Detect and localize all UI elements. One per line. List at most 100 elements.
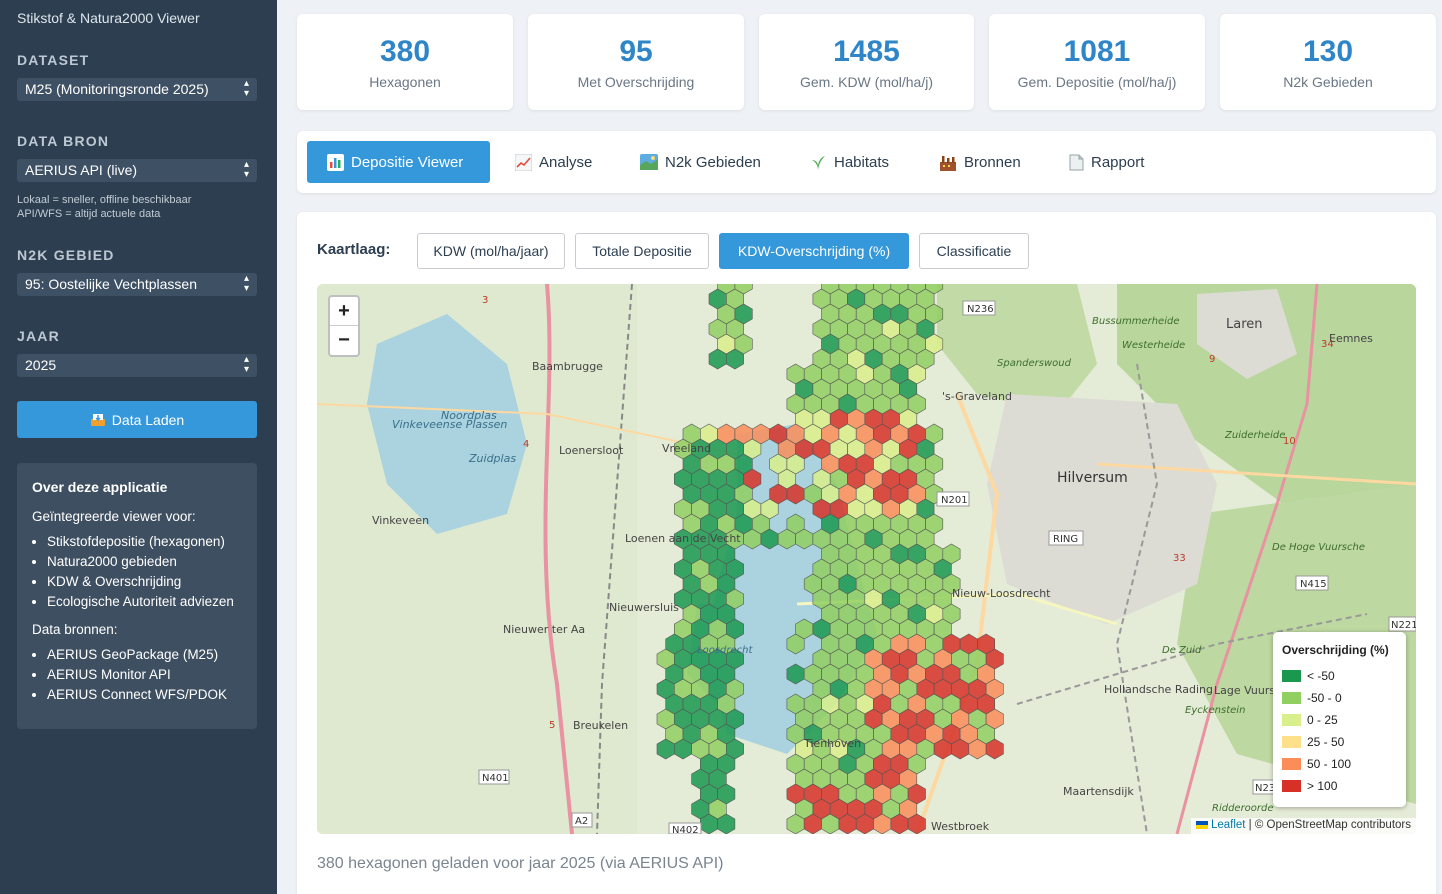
map-icon [640, 154, 658, 170]
legend-swatch [1282, 758, 1301, 770]
highway-a2 [543, 284, 574, 834]
map-canvas[interactable]: Laren Eemnes Hilversum Baambrugge Loener… [317, 284, 1416, 834]
stat-value: 130 [1302, 35, 1354, 68]
about-intro: Geïntegreerde viewer voor: [32, 509, 196, 524]
stat-label: Gem. Depositie (mol/ha/j) [1017, 74, 1177, 90]
year-label: JAAR [17, 328, 60, 344]
layer-button-classification[interactable]: Classificatie [919, 233, 1029, 269]
place-label: Maartensdijk [1063, 785, 1134, 798]
road-label: N236 [967, 304, 994, 315]
legend-row: > 100 [1282, 775, 1397, 797]
legend-row: < -50 [1282, 665, 1397, 687]
legend-swatch [1282, 736, 1301, 748]
road-shield: N401 [478, 769, 510, 785]
hexagon-cell[interactable] [726, 348, 744, 370]
legend-row: 0 - 25 [1282, 709, 1397, 731]
zoom-in-button[interactable]: + [330, 297, 358, 326]
n2k-area-select-value: 95: Oostelijke Vechtplassen [25, 276, 197, 292]
road-label: RING [1053, 534, 1078, 545]
place-label: Nieuwersluis [609, 601, 679, 614]
legend-row: 50 - 100 [1282, 753, 1397, 775]
map-legend: Overschrijding (%) < -50 -50 - 0 0 - 25 … [1273, 632, 1406, 807]
road-shield: N236 [962, 300, 996, 316]
tab-label: Rapport [1091, 153, 1145, 171]
hexagon-cell[interactable] [717, 813, 736, 834]
feature-list: Stikstofdepositie (hexagonen) Natura2000… [32, 532, 242, 612]
list-item: Ecologische Autoriteit adviezen [47, 592, 242, 612]
stat-value: 1485 [833, 35, 900, 68]
hexagon-cell[interactable] [907, 813, 926, 834]
chevron-updown-icon: ▴ ▾ [243, 159, 249, 180]
inbox-tray-icon [90, 413, 105, 426]
hexagon-cell[interactable] [786, 633, 805, 655]
year-select[interactable]: 2025 ▴ ▾ [17, 354, 257, 377]
tab-rapport[interactable]: Rapport [1059, 141, 1154, 183]
stat-value: 380 [379, 35, 431, 68]
layer-button-total-deposition[interactable]: Totale Depositie [575, 233, 709, 269]
nature-label: Eyckenstein [1185, 705, 1245, 716]
data-source-label: DATA BRON [17, 133, 110, 149]
herb-icon [812, 155, 825, 170]
road-shield: RING [1048, 530, 1084, 546]
ukraine-flag-icon [1195, 820, 1208, 829]
stat-label: Gem. KDW (mol/ha/j) [799, 74, 933, 90]
railway [596, 284, 633, 834]
dataset-select[interactable]: M25 (Monitoringsronde 2025) ▴ ▾ [17, 78, 257, 101]
place-label: Nieuwer ter Aa [503, 623, 585, 636]
map-labels: Laren Eemnes Hilversum Baambrugge Loener… [372, 316, 1373, 833]
tab-label: Habitats [834, 153, 890, 171]
about-title: Over deze applicatie [32, 479, 168, 495]
stat-card-deposition: 1081 Gem. Depositie (mol/ha/j) [989, 14, 1205, 110]
hexagon-layer[interactable] [656, 284, 1004, 834]
n2k-area-label: N2K GEBIED [17, 247, 115, 263]
water-label: Vinkeveense Plassen [392, 418, 507, 431]
load-data-button[interactable]: Data Laden [17, 401, 257, 438]
bar-chart-icon [327, 153, 344, 171]
road-label: N201 [941, 495, 968, 506]
road-label: 4 [523, 439, 529, 450]
leaflet-link[interactable]: Leaflet [1210, 819, 1246, 831]
map-view[interactable]: Laren Eemnes Hilversum Baambrugge Loener… [317, 284, 1416, 834]
road-label: N234 [1255, 783, 1282, 794]
hexagon-cell[interactable] [985, 738, 1004, 760]
place-label: Hilversum [1057, 470, 1128, 486]
forest-area [937, 284, 1097, 414]
road-label: N221 [1391, 620, 1416, 631]
urban-area [987, 394, 1217, 624]
zoom-out-button[interactable]: − [338, 329, 350, 351]
line-chart-icon [515, 153, 532, 171]
stat-label: Met Overschrijding [577, 74, 695, 90]
tab-depositie-viewer[interactable]: Depositie Viewer [307, 141, 490, 183]
n2k-area-select[interactable]: 95: Oostelijke Vechtplassen ▴ ▾ [17, 273, 257, 296]
legend-row: -50 - 0 [1282, 687, 1397, 709]
lake-vinkeveense-plassen [367, 314, 527, 534]
tab-analyse[interactable]: Analyse [505, 141, 602, 183]
stat-value: 95 [619, 35, 653, 68]
place-label: Loenen aan de Vecht [625, 532, 741, 545]
layer-button-kdw[interactable]: KDW (mol/ha/jaar) [417, 233, 565, 269]
highway [1175, 284, 1319, 834]
tab-bronnen[interactable]: Bronnen [929, 141, 1031, 183]
layer-button-kdw-exceedance[interactable]: KDW-Overschrijding (%) [719, 233, 909, 269]
data-source-select[interactable]: AERIUS API (live) ▴ ▾ [17, 159, 257, 182]
tab-habitats[interactable]: Habitats [800, 141, 899, 183]
main-tabs: Depositie Viewer Analyse N2k Gebieden Ha… [297, 131, 1436, 193]
road [317, 403, 738, 455]
load-data-label: Data Laden [111, 411, 185, 428]
place-label: Laren [1226, 317, 1263, 332]
road-label: A2 [575, 816, 588, 827]
list-item: KDW & Overschrijding [47, 572, 242, 592]
source-list: AERIUS GeoPackage (M25) AERIUS Monitor A… [32, 645, 242, 705]
tab-n2k-gebieden[interactable]: N2k Gebieden [630, 141, 771, 183]
list-item: AERIUS GeoPackage (M25) [47, 645, 242, 665]
stat-card-n2k-areas: 130 N2k Gebieden [1220, 14, 1436, 110]
place-label: Nieuw-Loosdrecht [952, 587, 1051, 600]
nature-label: Ridderoorde [1212, 803, 1274, 814]
place-label: Eemnes [1329, 332, 1373, 345]
legend-title: Overschrijding (%) [1282, 643, 1389, 657]
list-item: Stikstofdepositie (hexagonen) [47, 532, 242, 552]
place-label: Breukelen [573, 719, 628, 732]
legend-label: 25 - 50 [1307, 735, 1345, 749]
legend-label: < -50 [1307, 669, 1335, 683]
list-item: AERIUS Connect WFS/PDOK [47, 685, 242, 705]
